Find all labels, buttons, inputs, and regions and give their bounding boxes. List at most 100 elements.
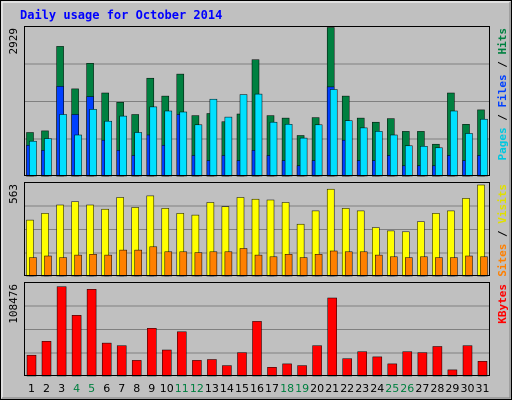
bar-sites-day-1 [29,257,37,277]
bar-pages-day-5 [89,109,97,177]
bar-sites-day-11 [179,251,188,277]
plot-border-kbytes [24,282,490,376]
side-legend-part: KBytes [496,284,509,324]
bar-kbytes-day-16 [252,321,262,377]
side-legend-kbytes: KBytes [496,284,509,324]
bar-kbytes-day-5 [86,289,97,377]
bar-pages-day-22 [344,120,353,177]
bar-kbytes-day-22 [342,358,352,377]
x-tick-label-day-18: 18 [280,382,294,395]
side-legend-part: / [496,108,509,128]
bar-sites-day-30 [465,255,473,277]
bar-kbytes-day-25 [387,363,398,377]
bar-pages-day-11 [179,111,188,177]
bar-pages-day-6 [104,120,112,177]
bar-sites-day-23 [359,251,368,277]
bar-pages-day-13 [209,98,218,177]
x-tick-label-day-11: 11 [175,382,189,395]
x-tick-label-day-13: 13 [205,382,219,395]
bar-sites-day-17 [269,256,278,277]
bar-sites-day-6 [104,254,112,277]
panel-kbytes: 108476 KBytes [7,282,509,377]
bar-pages-day-30 [465,133,473,177]
bar-sites-day-18 [284,254,293,277]
bar-pages-day-15 [239,94,248,177]
bar-sites-day-10 [164,251,173,277]
bar-pages-day-19 [299,137,308,177]
bar-sites-day-15 [239,248,248,277]
bar-kbytes-day-6 [101,342,112,377]
x-tick-label-day-7: 7 [118,382,125,395]
bar-sites-day-4 [74,254,82,277]
bar-kbytes-day-21 [327,297,337,377]
bar-sites-day-28 [435,257,443,277]
bar-kbytes-day-3 [56,286,67,377]
bar-pages-day-4 [74,134,82,177]
bar-sites-day-22 [344,251,353,277]
bar-pages-day-9 [149,106,158,177]
bar-sites-day-2 [44,255,52,277]
bar-sites-day-25 [390,256,398,277]
bar-kbytes-day-2 [41,341,52,377]
x-tick-label-day-12: 12 [190,382,204,395]
bar-pages-day-12 [194,124,203,177]
x-tick-label-day-6: 6 [103,382,110,395]
x-tick-label-day-29: 29 [445,382,459,395]
side-legend-part: / [496,224,509,244]
bar-kbytes-day-13 [207,359,217,377]
bar-pages-day-18 [284,124,293,177]
x-tick-label-day-30: 30 [461,382,475,395]
bar-kbytes-day-20 [312,345,322,377]
side-legend-part: Visits [496,184,509,224]
side-legend-part: Files [496,74,509,107]
x-tick-label-day-15: 15 [235,382,249,395]
x-tick-label-day-23: 23 [355,382,369,395]
bar-kbytes-day-4 [71,315,82,377]
bar-sites-day-20 [314,254,323,277]
bar-kbytes-day-26 [402,351,413,377]
x-tick-label-day-17: 17 [265,382,279,395]
x-tick-label-day-21: 21 [325,382,339,395]
bar-sites-day-8 [134,249,142,277]
bar-pages-day-7 [119,115,127,177]
bar-pages-day-24 [375,131,383,177]
bar-sites-day-3 [59,257,67,277]
y-max-label-visits: 563 [7,184,20,204]
bar-kbytes-day-24 [372,356,383,377]
bar-pages-day-8 [134,132,142,177]
bar-kbytes-day-17 [267,367,277,377]
x-tick-label-day-16: 16 [250,382,264,395]
bar-kbytes-day-15 [237,352,247,377]
bar-sites-day-16 [254,254,263,277]
bar-pages-day-20 [314,124,323,177]
bar-pages-day-31 [480,118,488,177]
bar-sites-day-27 [420,256,428,277]
bar-pages-day-1 [29,140,37,177]
bar-kbytes-day-30 [462,345,473,377]
bar-kbytes-day-18 [282,363,292,377]
bar-sites-day-19 [299,257,308,277]
x-tick-label-day-2: 2 [43,382,50,395]
plot-border-visits [24,182,490,276]
bar-pages-day-28 [435,147,443,177]
bar-sites-day-14 [224,251,233,277]
bar-pages-day-27 [420,146,428,177]
bar-pages-day-26 [405,145,413,177]
bar-sites-day-31 [480,256,488,277]
bar-sites-day-13 [209,251,218,277]
bar-kbytes-day-9 [147,328,157,377]
bar-kbytes-day-23 [357,351,367,377]
bar-sites-day-12 [194,252,203,277]
bar-kbytes-day-11 [177,331,187,377]
x-tick-label-day-20: 20 [310,382,324,395]
bar-kbytes-day-1 [26,354,37,377]
x-tick-label-day-28: 28 [430,382,444,395]
bar-pages-day-14 [224,116,233,177]
bar-pages-day-2 [44,138,52,177]
panel-hits: 2929 Pages / Files / Hits [7,26,509,177]
x-tick-label-day-4: 4 [73,382,80,395]
x-tick-label-day-22: 22 [340,382,354,395]
